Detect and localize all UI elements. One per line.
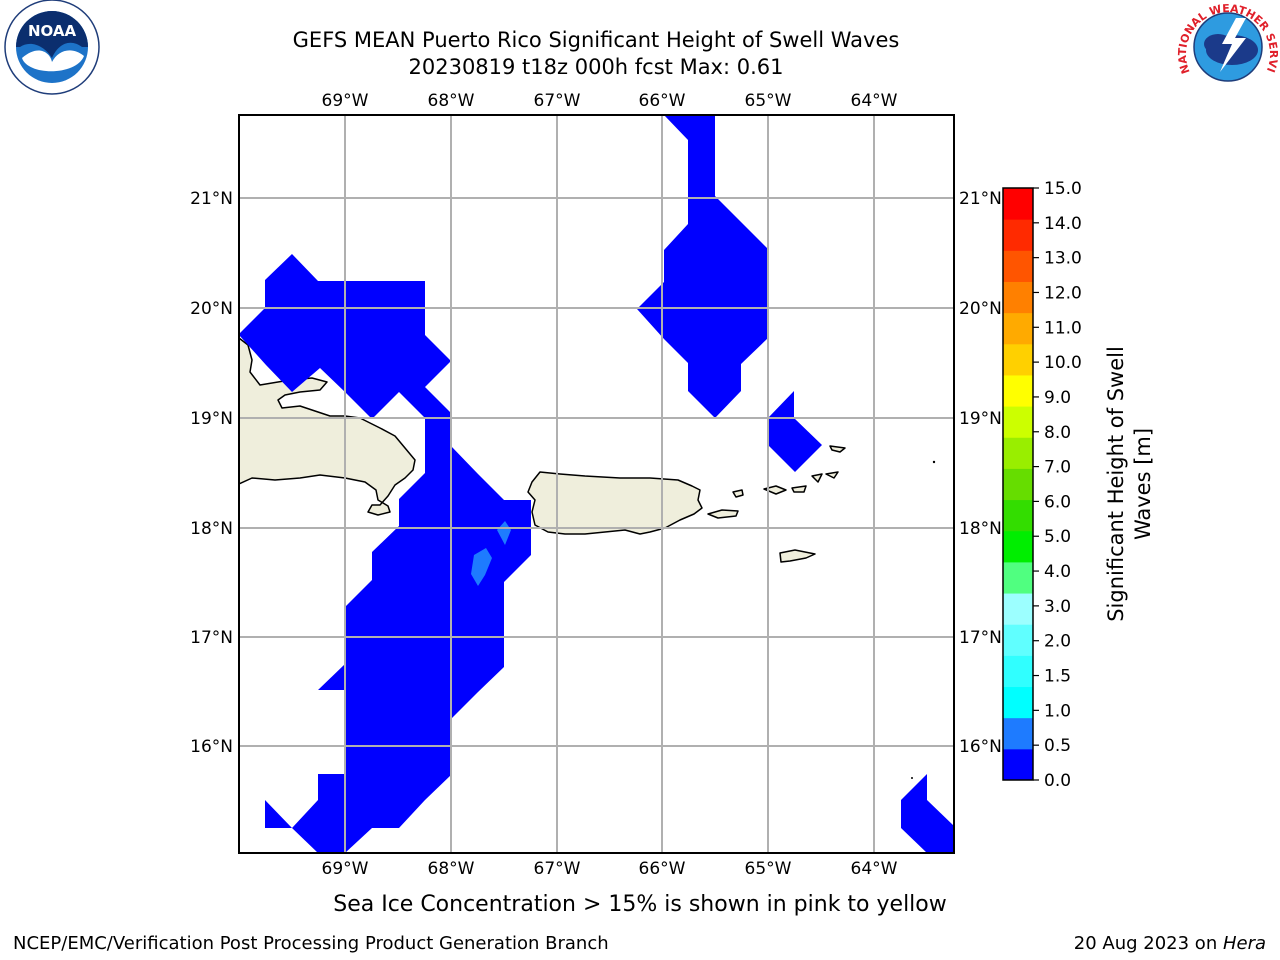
colorbar-swatch xyxy=(1003,406,1033,438)
swell-patch-high-1 xyxy=(471,548,492,586)
lat-label-left-1: 20°N xyxy=(190,299,233,319)
lon-label-bottom-4: 65°W xyxy=(745,859,792,879)
lat-label-left-0: 21°N xyxy=(190,189,233,209)
colorbar-swatch xyxy=(1003,624,1033,656)
lon-label-top-2: 67°W xyxy=(534,91,581,111)
swell-region-southwest xyxy=(265,774,399,853)
tortola-land xyxy=(791,485,807,493)
colorbar-tick-label: 15.0 xyxy=(1044,179,1082,199)
footer-machine: Hera xyxy=(1223,933,1266,954)
lon-label-bottom-5: 64°W xyxy=(851,859,898,879)
lon-labels-bottom: 69°W 68°W 67°W 66°W 65°W 64°W xyxy=(322,859,898,879)
colorbar-tick-label: 1.0 xyxy=(1044,701,1071,721)
colorbar-swatch xyxy=(1003,437,1033,469)
swell-region-east xyxy=(768,391,822,472)
swell-region-southeast xyxy=(901,774,954,853)
vieques-land xyxy=(707,509,739,519)
swell-region-mona-passage xyxy=(318,418,531,828)
anegada-land xyxy=(829,445,846,453)
map-frame xyxy=(238,114,955,854)
lon-label-top-4: 65°W xyxy=(745,91,792,111)
colorbar-swatch xyxy=(1003,312,1033,345)
colorbar-swatch xyxy=(1003,655,1033,688)
colorbar-tick-label: 1.5 xyxy=(1044,667,1071,687)
footer-producer: NCEP/EMC/Verification Post Processing Pr… xyxy=(13,933,609,954)
colorbar-swatch xyxy=(1003,343,1033,376)
graticule xyxy=(239,115,954,853)
sea-ice-note: Sea Ice Concentration > 15% is shown in … xyxy=(333,892,947,917)
colorbar-swatch xyxy=(1003,717,1033,750)
small-island-land xyxy=(825,471,839,479)
lon-label-top-1: 68°W xyxy=(428,91,475,111)
lat-label-right-1: 20°N xyxy=(959,299,1002,319)
lon-label-top-5: 64°W xyxy=(851,91,898,111)
colorbar-ticks: 15.0 14.0 13.0 12.0 11.0 10.0 9.0 8.0 7.0 6.0 5.0 4… xyxy=(1033,179,1082,791)
colorbar-tick-label: 7.0 xyxy=(1044,458,1071,478)
colorbar-frame xyxy=(1002,187,1034,781)
map-subtitle: 20230819 t18z 000h fcst Max: 0.61 xyxy=(409,55,784,79)
colorbar-tick-label: 14.0 xyxy=(1044,214,1082,234)
colorbar-swatch xyxy=(1003,530,1033,563)
noaa-logo-text: NOAA xyxy=(28,22,77,40)
lat-labels-right: 21°N 20°N 19°N 18°N 17°N 16°N xyxy=(959,189,1002,757)
colorbar-swatch xyxy=(1003,188,1033,220)
lon-label-bottom-3: 66°W xyxy=(639,859,686,879)
colorbar-tick-label: 5.0 xyxy=(1044,527,1071,547)
lon-label-bottom-1: 68°W xyxy=(428,859,475,879)
footer-date-text: 20 Aug 2023 on xyxy=(1074,933,1223,954)
colorbar-tick-label: 0.5 xyxy=(1044,736,1071,756)
colorbar-swatch xyxy=(1003,374,1033,407)
lon-label-top-3: 66°W xyxy=(639,91,686,111)
colorbar-swatch xyxy=(1003,561,1033,594)
colorbar-swatch xyxy=(1003,219,1033,251)
colorbar-tick-label: 2.0 xyxy=(1044,632,1071,652)
colorbar-tick-label: 10.0 xyxy=(1044,353,1082,373)
map-panel xyxy=(238,114,955,854)
colorbar-swatch xyxy=(1003,686,1033,719)
lon-label-bottom-2: 67°W xyxy=(534,859,581,879)
colorbar-tick-label: 11.0 xyxy=(1044,318,1082,338)
colorbar-tick-label: 13.0 xyxy=(1044,249,1082,269)
footer-date: 20 Aug 2023 on Hera xyxy=(1074,933,1266,954)
colorbar-tick-label: 4.0 xyxy=(1044,562,1071,582)
colorbar-swatch xyxy=(1003,593,1033,625)
colorbar-tick-label: 8.0 xyxy=(1044,423,1071,443)
colorbar-swatch xyxy=(1003,748,1033,781)
colorbar-tick-label: 12.0 xyxy=(1044,283,1082,303)
lat-label-left-4: 17°N xyxy=(190,628,233,648)
lon-label-top-0: 69°W xyxy=(322,91,369,111)
st-croix-land xyxy=(779,549,816,563)
map-title: GEFS MEAN Puerto Rico Significant Height… xyxy=(293,28,900,52)
virgin-gorda-land xyxy=(811,473,823,483)
colorbar-label-line1: Significant Height of Swell xyxy=(1104,346,1128,622)
colorbar-swatch xyxy=(1003,250,1033,282)
colorbar-tick-label: 6.0 xyxy=(1044,492,1071,512)
colorbar-label-line2: Waves [m] xyxy=(1131,428,1155,540)
lat-label-right-3: 18°N xyxy=(959,519,1002,539)
lat-label-right-5: 16°N xyxy=(959,737,1002,757)
swell-region-northeast xyxy=(637,115,768,418)
lat-label-left-5: 16°N xyxy=(190,737,233,757)
colorbar-swatch xyxy=(1003,281,1033,314)
colorbar-swatches xyxy=(1003,188,1033,781)
colorbar-swatch xyxy=(1003,468,1033,501)
st-thomas-land xyxy=(763,485,787,495)
lat-label-right-2: 19°N xyxy=(959,409,1002,429)
lat-label-left-2: 19°N xyxy=(190,409,233,429)
culebra-land xyxy=(732,489,744,498)
lon-label-bottom-0: 69°W xyxy=(322,859,369,879)
colorbar-tick-label: 0.0 xyxy=(1044,771,1071,791)
lat-label-right-4: 17°N xyxy=(959,628,1002,648)
lat-label-left-3: 18°N xyxy=(190,519,233,539)
puerto-rico-land xyxy=(527,471,703,535)
colorbar-tick-label: 3.0 xyxy=(1044,597,1071,617)
lon-labels-top: 69°W 68°W 67°W 66°W 65°W 64°W xyxy=(322,91,898,111)
lat-label-right-0: 21°N xyxy=(959,189,1002,209)
colorbar-swatch xyxy=(1003,499,1033,532)
lat-labels-left: 21°N 20°N 19°N 18°N 17°N 16°N xyxy=(190,189,233,757)
noaa-logo: NOAA xyxy=(4,0,100,95)
colorbar: 15.0 14.0 13.0 12.0 11.0 10.0 9.0 8.0 7.0 6.0 5.0 4… xyxy=(1002,179,1155,791)
colorbar-tick-label: 9.0 xyxy=(1044,388,1071,408)
